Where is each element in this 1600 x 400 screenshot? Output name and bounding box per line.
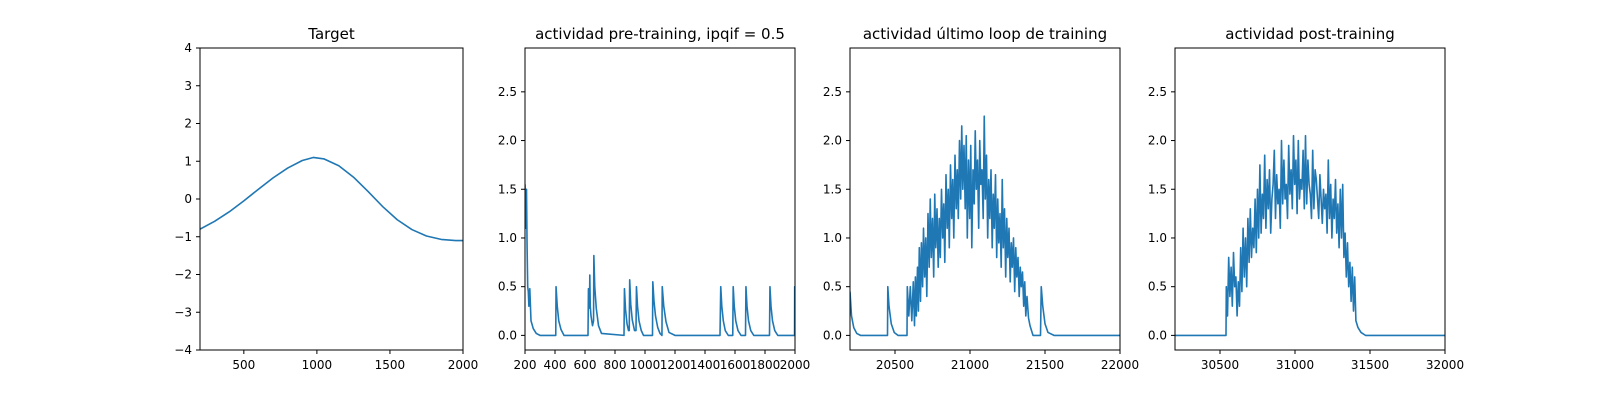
x-tick-label: 1200	[660, 358, 691, 372]
x-tick-label: 200	[514, 358, 537, 372]
y-tick-label: −2	[174, 268, 192, 282]
x-tick-label: 30500	[1201, 358, 1239, 372]
y-tick-label: −3	[174, 305, 192, 319]
x-tick-label: 32000	[1426, 358, 1464, 372]
y-tick-label: 0.5	[1148, 280, 1167, 294]
y-tick-label: 0.0	[1148, 328, 1167, 342]
y-tick-label: 2.0	[823, 134, 842, 148]
y-tick-label: 1	[184, 154, 192, 168]
x-tick-label: 1500	[375, 358, 406, 372]
y-tick-label: 1.5	[823, 182, 842, 196]
y-tick-label: 1.5	[498, 182, 517, 196]
chart-panel-3: actividad último loop de training 20500 21…	[823, 25, 1139, 372]
y-tick-label: 3	[184, 79, 192, 93]
chart-panel-1: Target 500 1000 1500 2000 −4 −3 −2 −1 0 1 2 3 4	[174, 25, 478, 372]
x-tick-label: 1000	[630, 358, 661, 372]
y-tick-label: 2	[184, 117, 192, 131]
x-tick-label: 2000	[448, 358, 479, 372]
y-tick-label: 2.5	[498, 85, 517, 99]
y-tick-label: 2.0	[498, 134, 517, 148]
y-tick-label: −1	[174, 230, 192, 244]
y-tick-label: 2.5	[1148, 85, 1167, 99]
x-tick-label: 21000	[951, 358, 989, 372]
chart-title: actividad pre-training, ipqif = 0.5	[535, 25, 785, 43]
y-tick-label: 1.0	[498, 231, 517, 245]
series-line-1	[1175, 134, 1445, 337]
y-tick-label: 0.5	[823, 280, 842, 294]
x-tick-label: 2000	[780, 358, 811, 372]
x-tick-label: 21500	[1026, 358, 1064, 372]
x-tick-label: 600	[574, 358, 597, 372]
series-line-1	[850, 115, 1120, 337]
series-line-1	[200, 156, 463, 242]
x-tick-label: 1800	[750, 358, 781, 372]
axes-frame	[849, 47, 1121, 351]
x-tick-label: 31000	[1276, 358, 1314, 372]
series-line-1	[525, 184, 795, 337]
x-tick-label: 1600	[720, 358, 751, 372]
y-tick-label: 1.5	[1148, 182, 1167, 196]
y-tick-label: 1.0	[1148, 231, 1167, 245]
x-tick-label: 800	[604, 358, 627, 372]
x-tick-label: 400	[544, 358, 567, 372]
y-tick-label: 0.5	[498, 280, 517, 294]
x-tick-label: 22000	[1101, 358, 1139, 372]
y-tick-label: 0	[184, 192, 192, 206]
chart-title: Target	[307, 25, 355, 43]
y-tick-label: 4	[184, 41, 192, 55]
x-tick-label: 20500	[876, 358, 914, 372]
y-tick-label: −4	[174, 343, 192, 357]
chart-panel-2: actividad pre-training, ipqif = 0.5 200 40…	[498, 25, 810, 372]
y-tick-label: 2.5	[823, 85, 842, 99]
x-tick-label: 1400	[690, 358, 721, 372]
y-tick-label: 1.0	[823, 231, 842, 245]
axes-frame	[524, 47, 796, 351]
y-tick-label: 0.0	[498, 328, 517, 342]
chart-title: actividad post-training	[1225, 25, 1394, 43]
x-tick-label: 500	[232, 358, 255, 372]
x-tick-label: 31500	[1351, 358, 1389, 372]
x-tick-label: 1000	[302, 358, 333, 372]
axes-frame	[199, 47, 464, 351]
chart-title: actividad último loop de training	[863, 25, 1107, 43]
y-tick-label: 0.0	[823, 328, 842, 342]
y-tick-label: 2.0	[1148, 134, 1167, 148]
chart-panel-4: actividad post-training 30500 31000 31500 32…	[1148, 25, 1464, 372]
axes-frame	[1174, 47, 1446, 351]
